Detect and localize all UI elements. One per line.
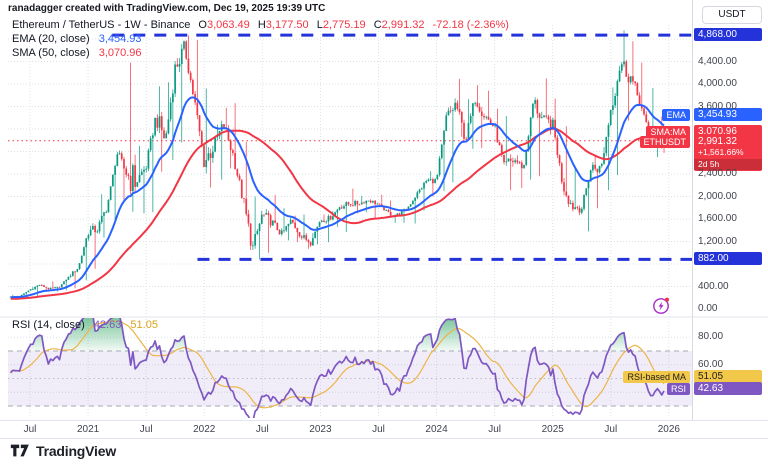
tradingview-logo[interactable]: TradingView xyxy=(10,442,116,459)
price-tick: 3,600.00 xyxy=(698,100,737,112)
price-tick: 1,600.00 xyxy=(698,213,737,224)
candles-down xyxy=(14,41,665,297)
ath-price-label: 4,868.00 xyxy=(694,28,762,42)
high-label: H xyxy=(257,19,266,31)
rsi-ma-axis-label: 51.05 xyxy=(694,370,762,384)
time-tick: 2022 xyxy=(193,424,216,435)
price-tick: 4,000.00 xyxy=(698,78,737,89)
ema-legend-row[interactable]: EMA (20, close) 3,454.93 xyxy=(12,33,509,46)
time-tick: Jul xyxy=(604,424,618,435)
sma-legend-label[interactable]: SMA (50, close) xyxy=(12,47,90,59)
support-price-label: 882.00 xyxy=(694,252,762,266)
time-tick: 2021 xyxy=(76,424,100,435)
price-tick: 4,400.00 xyxy=(698,55,737,67)
rsi-ma-legend-value: 51.05 xyxy=(130,319,158,331)
price-tick: 400.00 xyxy=(698,280,729,292)
time-axis[interactable]: Jul 2021 Jul 2022 Jul 2023 Jul 2024 Jul 2025 Jul 20… xyxy=(0,420,768,439)
chart-canvas[interactable] xyxy=(0,0,768,420)
wicks-up xyxy=(10,30,658,298)
wicks-down xyxy=(14,35,665,299)
symbol-title[interactable]: Ethereum / TetherUS - 1W - Binance xyxy=(12,19,191,31)
time-tick: 2026 xyxy=(657,424,680,435)
close-value: 2,991.32 xyxy=(381,19,425,31)
time-tick: 2025 xyxy=(541,424,564,435)
rsi-tick: 60.00 xyxy=(698,358,724,370)
notification-dot-icon xyxy=(665,297,669,302)
time-tick: Jul xyxy=(488,424,502,435)
sma-tag: SMA:MA xyxy=(646,126,690,139)
price-tick: 0.00 xyxy=(698,303,718,314)
time-tick: Jul xyxy=(23,424,37,435)
rsi-tag: RSI xyxy=(666,382,690,395)
watermark: ranadagger created with TradingView.com,… xyxy=(8,3,326,14)
rsi-tick: 80.00 xyxy=(698,331,724,343)
low-label: L xyxy=(316,19,323,31)
rsi-pane xyxy=(8,318,692,418)
low-value: 2,775.19 xyxy=(322,19,366,31)
currency-button[interactable]: USDT xyxy=(702,6,762,24)
ema-legend-value: 3,454.93 xyxy=(98,33,142,45)
ema-tag: EMA xyxy=(662,108,690,121)
symbol-legend-row[interactable]: Ethereum / TetherUS - 1W - Binance O3,06… xyxy=(12,19,509,32)
flash-icon-button[interactable] xyxy=(652,296,671,315)
last-price-label: 2,991.32 +1,561.66% 2d 5h xyxy=(694,133,762,171)
price-tick: 2,000.00 xyxy=(698,190,737,202)
open-label: O xyxy=(198,19,207,31)
rsi-legend[interactable]: RSI (14, close) 42.63 51.05 xyxy=(12,319,158,331)
price-pane xyxy=(8,30,692,300)
rsi-ma-line xyxy=(10,320,665,409)
time-tick: 2024 xyxy=(425,424,448,435)
price-tick: 2,400.00 xyxy=(698,168,737,179)
time-tick: Jul xyxy=(255,424,269,435)
tradingview-glyph-icon xyxy=(10,444,29,457)
high-value: 3,177.50 xyxy=(265,19,309,31)
open-value: 3,063.49 xyxy=(206,19,250,31)
trendlines xyxy=(112,33,692,261)
rsi-axis-label: 42.63 xyxy=(694,381,762,395)
time-tick: 2023 xyxy=(309,424,332,435)
rsi-ma-tag: RSI-based MA xyxy=(623,371,690,384)
rsi-legend-value: 42.63 xyxy=(93,319,122,331)
frame xyxy=(0,0,768,420)
price-tick: 1,200.00 xyxy=(698,235,737,247)
sma-legend-row[interactable]: SMA (50, close) 3,070.96 xyxy=(12,47,509,60)
symbol-legend[interactable]: Ethereum / TetherUS - 1W - Binance O3,06… xyxy=(12,19,509,61)
time-tick: Jul xyxy=(139,424,153,435)
rsi-legend-label[interactable]: RSI (14, close) xyxy=(12,319,85,331)
rsi-line xyxy=(9,318,665,418)
close-label: C xyxy=(373,19,382,31)
bar-countdown: 2d 5h xyxy=(694,158,762,170)
tradingview-logo-text: TradingView xyxy=(36,442,117,459)
sma-legend-value: 3,070.96 xyxy=(98,47,142,59)
ema-legend-label[interactable]: EMA (20, close) xyxy=(12,33,90,45)
rsi-overbought-fill xyxy=(28,318,631,351)
symbol-tag: ETHUSDT xyxy=(639,135,690,148)
ema-line xyxy=(10,96,665,299)
last-price-change-pct: +1,561.66% xyxy=(698,146,744,157)
change-value: -72.18 (-2.36%) xyxy=(432,19,509,31)
ema-axis-label: 3,454.93 xyxy=(694,107,762,121)
time-tick: Jul xyxy=(372,424,385,435)
lightning-bolt-icon xyxy=(658,301,664,311)
last-price-value: 2,991.32 xyxy=(698,135,737,147)
